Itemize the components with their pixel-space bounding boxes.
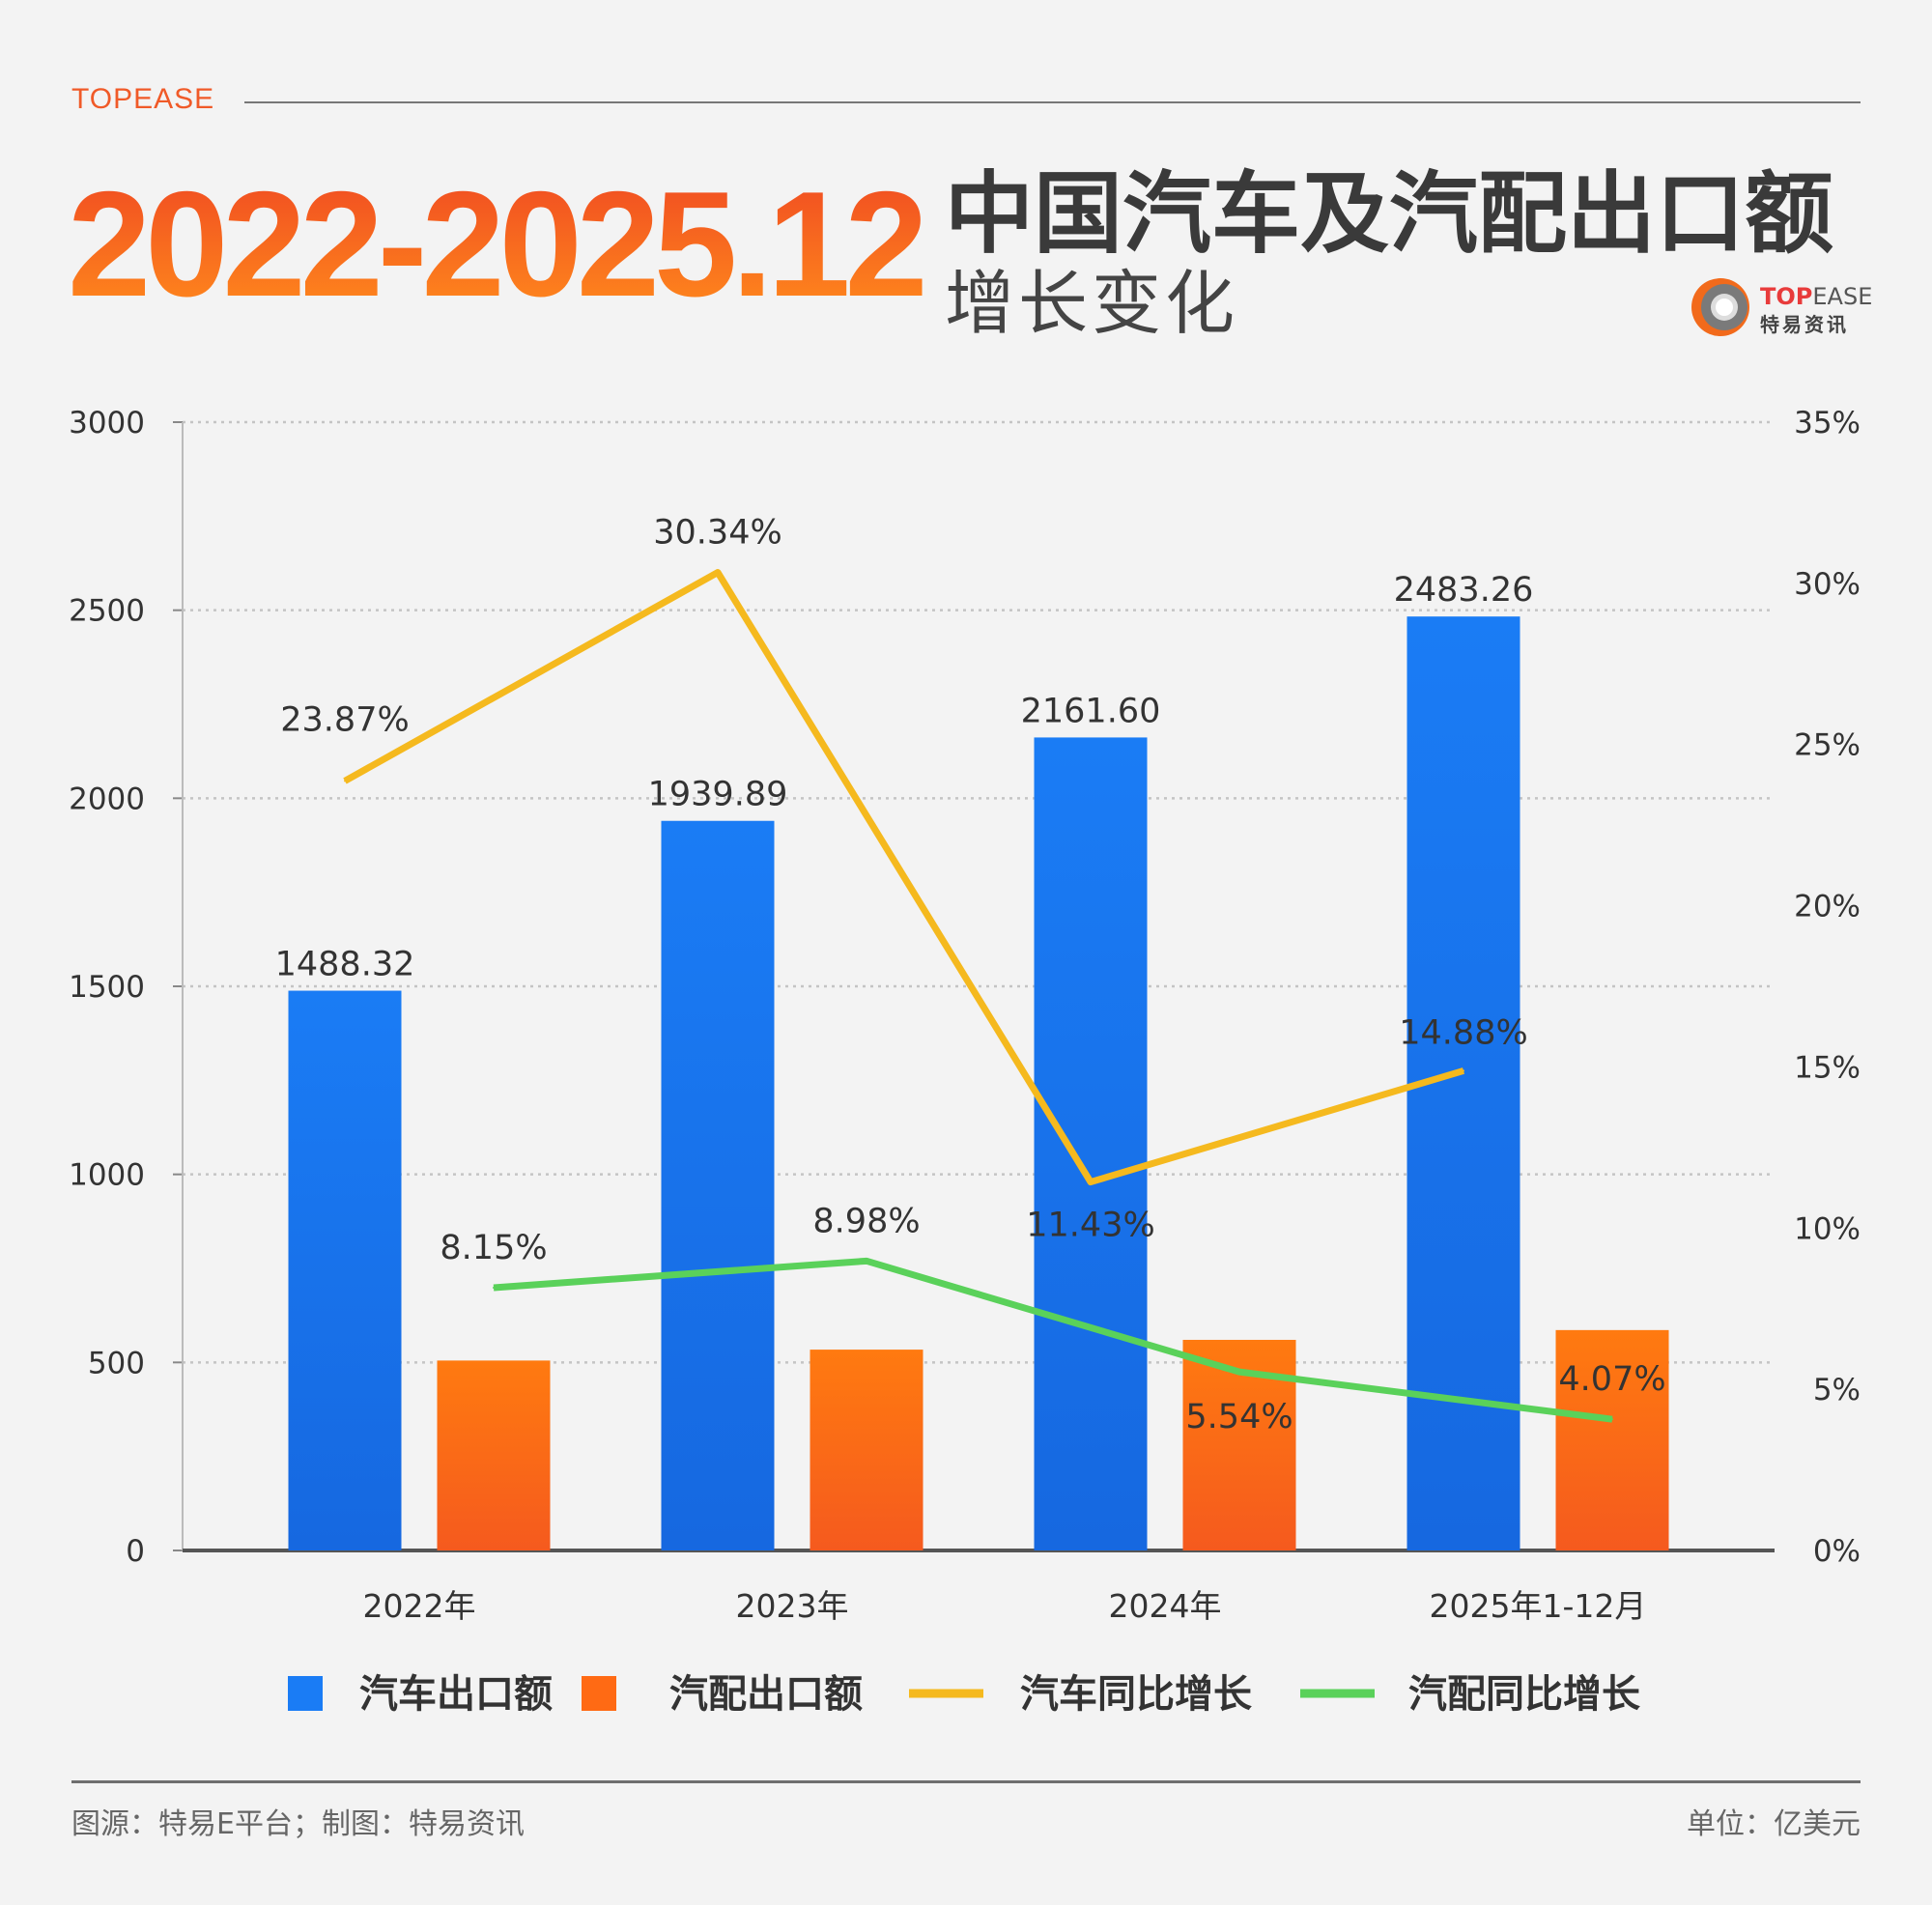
car-growth-label: 23.87% [280, 700, 409, 739]
page-subtitle: 增长变化 [945, 263, 1239, 344]
car-growth-line [343, 569, 1465, 1186]
unit-note: 单位：亿美元 [1687, 1807, 1861, 1841]
right-tick-label: 25% [1794, 728, 1861, 763]
right-tick-label: 20% [1794, 890, 1861, 924]
car-growth-point [1090, 1180, 1092, 1183]
car-export-value-label: 2161.60 [1021, 692, 1161, 730]
parts-growth-label: 8.15% [440, 1229, 547, 1267]
brand-label: TOPEASE [71, 83, 215, 115]
parts-export-bar [1555, 1329, 1669, 1550]
parts-growth-point [1238, 1371, 1240, 1374]
legend-car-growth-label: 汽车同比增长 [1020, 1672, 1252, 1717]
x-tick-label: 2022年 [363, 1587, 476, 1625]
left-tick-label: 2500 [69, 594, 145, 629]
left-tick-label: 2000 [69, 782, 145, 816]
left-tick-label: 0 [126, 1534, 145, 1569]
parts-growth-label: 4.07% [1558, 1360, 1665, 1399]
period-title: 2022-2025.12 [68, 160, 928, 327]
car-export-bar [1034, 737, 1148, 1550]
parts-growth-point [866, 1260, 867, 1263]
x-tick-label: 2025年1-12月 [1430, 1587, 1647, 1625]
x-tick-label: 2024年 [1109, 1587, 1222, 1625]
topease-logo: TOPEASE 特易资讯 [1691, 278, 1872, 336]
car-export-bar [288, 990, 402, 1550]
right-tick-label: 30% [1794, 567, 1861, 602]
svg-text:特易资讯: 特易资讯 [1760, 313, 1849, 336]
right-tick-label: 35% [1794, 406, 1861, 441]
legend-car-export-swatch [288, 1676, 323, 1711]
source-note: 图源：特易E平台；制图：特易资讯 [71, 1807, 525, 1841]
car-growth-point [717, 571, 719, 574]
car-export-value-label: 2483.26 [1394, 571, 1534, 610]
car-growth-point [1463, 1069, 1464, 1072]
left-tick-label: 1500 [69, 970, 145, 1005]
page-title: 中国汽车及汽配出口额 [945, 162, 1834, 266]
parts-export-bar [437, 1360, 551, 1550]
car-growth-label: 14.88% [1399, 1013, 1527, 1052]
car-growth-label: 30.34% [653, 514, 781, 553]
footer-divider [71, 1780, 1861, 1783]
right-tick-label: 15% [1794, 1050, 1861, 1085]
parts-growth-line [493, 1257, 1613, 1423]
right-tick-label: 10% [1794, 1211, 1861, 1246]
parts-growth-label: 8.98% [812, 1202, 920, 1240]
car-growth-label: 11.43% [1026, 1207, 1154, 1245]
parts-growth-point [493, 1287, 495, 1290]
parts-export-bar [810, 1350, 923, 1550]
right-tick-label: 0% [1813, 1534, 1861, 1569]
legend-car-export-label: 汽车出口额 [359, 1672, 553, 1717]
x-tick-label: 2023年 [736, 1587, 849, 1625]
car-growth-point [344, 780, 346, 782]
car-export-value-label: 1939.89 [648, 776, 788, 814]
car-export-value-label: 1488.32 [275, 946, 415, 984]
parts-growth-point [1611, 1418, 1613, 1421]
left-tick-label: 3000 [69, 406, 145, 441]
legend-parts-export-label: 汽配出口额 [669, 1672, 863, 1717]
left-tick-label: 1000 [69, 1158, 145, 1193]
left-tick-label: 500 [88, 1346, 145, 1380]
right-tick-label: 5% [1813, 1373, 1861, 1407]
car-export-bar [661, 820, 775, 1550]
legend-parts-export-swatch [582, 1676, 616, 1711]
svg-text:TOPEASE: TOPEASE [1760, 283, 1872, 310]
legend-parts-growth-label: 汽配同比增长 [1408, 1672, 1640, 1717]
header-divider [244, 101, 1861, 103]
parts-growth-label: 5.54% [1185, 1398, 1293, 1436]
